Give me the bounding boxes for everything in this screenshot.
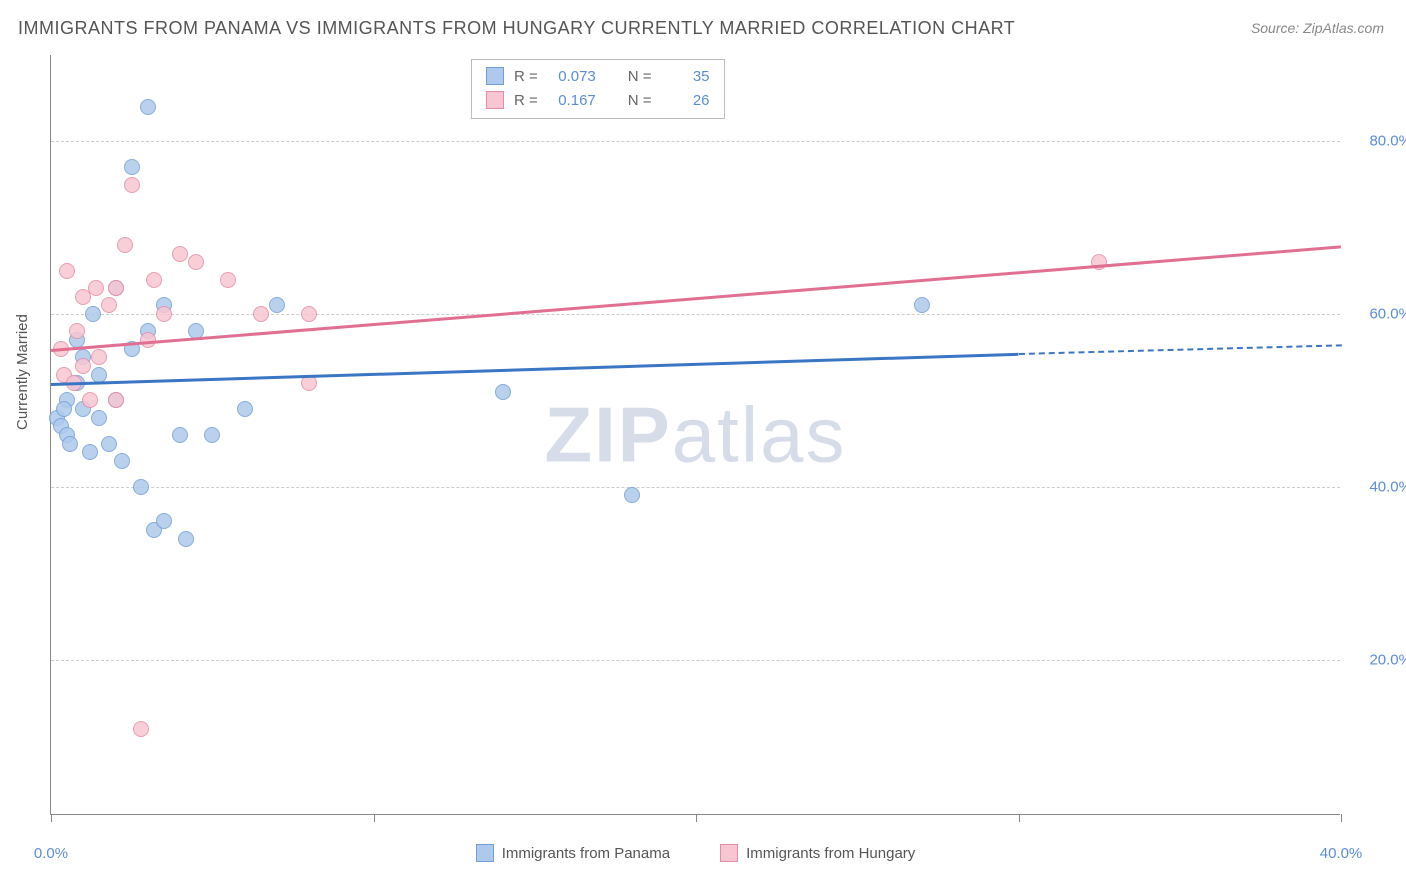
data-point xyxy=(172,246,188,262)
data-point xyxy=(82,392,98,408)
data-point xyxy=(62,436,78,452)
data-point xyxy=(85,306,101,322)
y-tick-label: 60.0% xyxy=(1352,306,1406,323)
data-point xyxy=(301,306,317,322)
watermark-bold: ZIP xyxy=(544,390,671,478)
y-tick-label: 20.0% xyxy=(1352,651,1406,668)
trend-line-extrapolated xyxy=(1018,344,1341,355)
data-point xyxy=(82,444,98,460)
data-point xyxy=(204,427,220,443)
r-label: R = xyxy=(514,68,538,85)
series-legend: Immigrants from Panama Immigrants from H… xyxy=(51,844,1340,862)
data-point xyxy=(101,297,117,313)
x-tick-label: 40.0% xyxy=(1320,845,1363,862)
data-point xyxy=(133,479,149,495)
x-tick xyxy=(51,814,52,822)
source-name: ZipAtlas.com xyxy=(1303,20,1384,36)
data-point xyxy=(117,237,133,253)
data-point xyxy=(124,177,140,193)
data-point xyxy=(237,401,253,417)
n-value-panama: 35 xyxy=(662,68,710,85)
data-point xyxy=(156,306,172,322)
n-value-hungary: 26 xyxy=(662,92,710,109)
watermark-text: ZIPatlas xyxy=(544,389,846,480)
data-point xyxy=(101,436,117,452)
source-prefix: Source: xyxy=(1251,20,1303,36)
x-tick xyxy=(1341,814,1342,822)
r-value-hungary: 0.167 xyxy=(548,92,596,109)
data-point xyxy=(114,453,130,469)
gridline xyxy=(51,314,1340,315)
data-point xyxy=(172,427,188,443)
data-point xyxy=(495,384,511,400)
legend-item-panama: Immigrants from Panama xyxy=(476,844,670,862)
data-point xyxy=(91,367,107,383)
data-point xyxy=(269,297,285,313)
data-point xyxy=(108,280,124,296)
r-value-panama: 0.073 xyxy=(548,68,596,85)
data-point xyxy=(146,272,162,288)
data-point xyxy=(69,323,85,339)
data-point xyxy=(91,349,107,365)
stats-row-panama: R = 0.073 N = 35 xyxy=(486,64,710,88)
swatch-panama xyxy=(486,67,504,85)
data-point xyxy=(624,487,640,503)
data-point xyxy=(914,297,930,313)
r-label: R = xyxy=(514,92,538,109)
x-tick xyxy=(1019,814,1020,822)
x-tick xyxy=(374,814,375,822)
gridline xyxy=(51,660,1340,661)
data-point xyxy=(188,254,204,270)
y-tick-label: 80.0% xyxy=(1352,133,1406,150)
y-axis-label: Currently Married xyxy=(14,314,31,430)
legend-label-panama: Immigrants from Panama xyxy=(502,845,670,862)
n-label: N = xyxy=(628,68,652,85)
gridline xyxy=(51,141,1340,142)
swatch-hungary xyxy=(486,91,504,109)
data-point xyxy=(91,410,107,426)
swatch-hungary xyxy=(720,844,738,862)
data-point xyxy=(1091,254,1107,270)
data-point xyxy=(133,721,149,737)
trend-line xyxy=(51,245,1341,351)
watermark-rest: atlas xyxy=(672,390,847,478)
x-tick xyxy=(696,814,697,822)
x-tick-label: 0.0% xyxy=(34,845,68,862)
legend-label-hungary: Immigrants from Hungary xyxy=(746,845,915,862)
trend-line xyxy=(51,353,1019,386)
legend-item-hungary: Immigrants from Hungary xyxy=(720,844,915,862)
chart-title: IMMIGRANTS FROM PANAMA VS IMMIGRANTS FRO… xyxy=(18,18,1015,39)
data-point xyxy=(140,99,156,115)
swatch-panama xyxy=(476,844,494,862)
data-point xyxy=(75,358,91,374)
plot-area: ZIPatlas R = 0.073 N = 35 R = 0.167 N = … xyxy=(50,55,1340,815)
data-point xyxy=(56,401,72,417)
stats-legend: R = 0.073 N = 35 R = 0.167 N = 26 xyxy=(471,59,725,119)
data-point xyxy=(178,531,194,547)
stats-row-hungary: R = 0.167 N = 26 xyxy=(486,88,710,112)
data-point xyxy=(88,280,104,296)
data-point xyxy=(108,392,124,408)
data-point xyxy=(59,263,75,279)
data-point xyxy=(253,306,269,322)
data-point xyxy=(220,272,236,288)
gridline xyxy=(51,487,1340,488)
y-tick-label: 40.0% xyxy=(1352,478,1406,495)
data-point xyxy=(124,159,140,175)
n-label: N = xyxy=(628,92,652,109)
data-point xyxy=(156,513,172,529)
source-attribution: Source: ZipAtlas.com xyxy=(1251,20,1384,36)
